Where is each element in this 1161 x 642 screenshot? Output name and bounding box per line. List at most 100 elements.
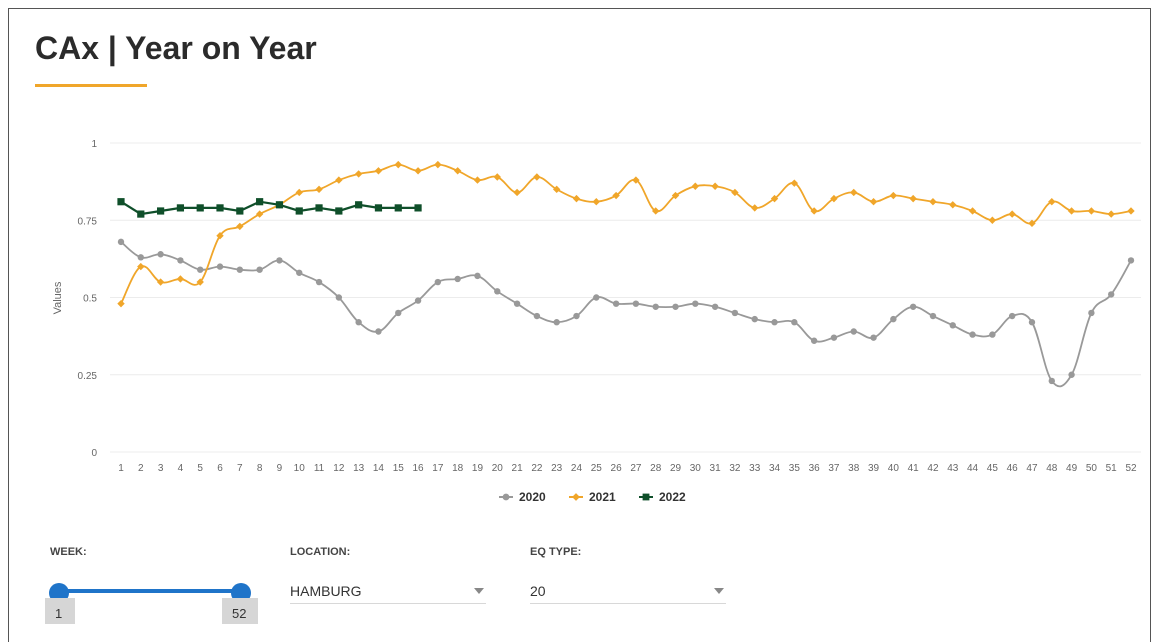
y-tick-label: 0.25 bbox=[78, 371, 98, 382]
x-tick-label: 42 bbox=[927, 463, 939, 474]
data-point bbox=[1127, 207, 1135, 215]
legend-item-2021[interactable]: 2021 bbox=[569, 490, 616, 504]
data-point bbox=[870, 334, 877, 341]
data-point bbox=[1067, 207, 1076, 215]
x-tick-label: 22 bbox=[531, 463, 543, 474]
data-point bbox=[414, 167, 422, 175]
legend-label: 2022 bbox=[659, 490, 686, 504]
data-point bbox=[1068, 371, 1075, 378]
data-point bbox=[513, 188, 521, 197]
data-point bbox=[612, 191, 620, 200]
x-tick-label: 46 bbox=[1007, 463, 1019, 474]
data-point bbox=[592, 198, 600, 206]
data-point bbox=[275, 201, 284, 209]
data-point bbox=[1048, 198, 1056, 206]
series-line bbox=[120, 200, 419, 216]
legend-marker bbox=[642, 493, 650, 501]
chart-legend: 2020 2021 2022 bbox=[499, 490, 686, 504]
x-tick-label: 11 bbox=[314, 463, 325, 474]
x-tick-label: 14 bbox=[373, 463, 385, 474]
series-2021 bbox=[117, 160, 1135, 308]
data-point bbox=[315, 185, 323, 194]
y-tick-label: 0 bbox=[91, 448, 97, 459]
data-point bbox=[810, 207, 818, 215]
data-point bbox=[889, 191, 898, 200]
data-point bbox=[593, 294, 600, 301]
x-tick-label: 6 bbox=[217, 463, 223, 474]
data-point bbox=[295, 188, 303, 197]
x-tick-label: 48 bbox=[1046, 463, 1058, 474]
data-point bbox=[157, 251, 164, 258]
data-point bbox=[216, 204, 224, 212]
x-tick-label: 21 bbox=[512, 463, 524, 474]
x-tick-label: 4 bbox=[178, 463, 184, 474]
data-point bbox=[929, 312, 937, 320]
legend-marker bbox=[502, 493, 510, 501]
series-line bbox=[120, 241, 1132, 388]
data-point bbox=[473, 176, 482, 184]
x-tick-label: 38 bbox=[848, 463, 860, 474]
x-tick-label: 10 bbox=[294, 463, 306, 474]
x-tick-label: 20 bbox=[492, 463, 504, 474]
data-point bbox=[553, 319, 560, 326]
location-select[interactable]: HAMBURG bbox=[290, 576, 486, 604]
data-point bbox=[1127, 257, 1135, 264]
data-point bbox=[691, 182, 700, 190]
y-tick-label: 1 bbox=[91, 139, 97, 150]
legend-item-2022[interactable]: 2022 bbox=[639, 490, 686, 504]
data-point bbox=[652, 207, 660, 215]
x-tick-label: 16 bbox=[412, 463, 424, 474]
data-point bbox=[751, 315, 758, 323]
data-point bbox=[197, 266, 204, 273]
data-point bbox=[335, 207, 343, 215]
data-point bbox=[216, 232, 224, 240]
x-tick-label: 13 bbox=[353, 463, 365, 474]
location-label: LOCATION: bbox=[290, 546, 351, 558]
data-point bbox=[850, 328, 857, 335]
x-tick-label: 26 bbox=[611, 463, 623, 474]
data-point bbox=[711, 182, 719, 190]
x-tick-label: 3 bbox=[158, 463, 164, 474]
series-2020 bbox=[117, 238, 1135, 388]
y-tick-label: 0.75 bbox=[78, 216, 98, 227]
data-point bbox=[176, 275, 185, 283]
data-point bbox=[830, 334, 838, 341]
x-tick-label: 36 bbox=[809, 463, 821, 474]
data-point bbox=[236, 266, 244, 273]
data-point bbox=[1008, 312, 1016, 320]
data-point bbox=[909, 303, 917, 310]
week-max-value: 52 bbox=[222, 598, 258, 624]
x-tick-label: 37 bbox=[828, 463, 840, 474]
data-point bbox=[236, 222, 244, 231]
data-point bbox=[731, 188, 739, 197]
data-point bbox=[1087, 207, 1096, 215]
data-point bbox=[652, 303, 659, 310]
chevron-down-icon bbox=[714, 588, 724, 594]
data-point bbox=[552, 185, 561, 194]
location-select-value: HAMBURG bbox=[290, 583, 362, 599]
legend-item-2020[interactable]: 2020 bbox=[499, 490, 546, 504]
eq-type-select[interactable]: 20 bbox=[530, 576, 726, 604]
data-point bbox=[513, 300, 521, 307]
data-point bbox=[790, 179, 799, 187]
x-tick-label: 45 bbox=[987, 463, 999, 474]
data-point bbox=[156, 278, 165, 286]
x-tick-label: 43 bbox=[947, 463, 959, 474]
x-tick-label: 5 bbox=[197, 463, 203, 474]
data-point bbox=[751, 204, 759, 212]
eq-type-select-value: 20 bbox=[530, 583, 546, 599]
x-tick-label: 27 bbox=[630, 463, 642, 474]
data-point bbox=[969, 331, 976, 338]
x-tick-label: 44 bbox=[967, 463, 979, 474]
data-point bbox=[830, 194, 838, 203]
data-point bbox=[949, 322, 956, 329]
data-point bbox=[494, 288, 501, 295]
data-point bbox=[255, 210, 264, 218]
chart-series bbox=[117, 160, 1135, 388]
data-point bbox=[196, 204, 204, 212]
data-point bbox=[454, 275, 461, 283]
x-tick-label: 51 bbox=[1106, 463, 1118, 474]
data-point bbox=[256, 266, 263, 273]
data-point bbox=[453, 167, 462, 175]
week-range-slider[interactable] bbox=[59, 589, 241, 593]
